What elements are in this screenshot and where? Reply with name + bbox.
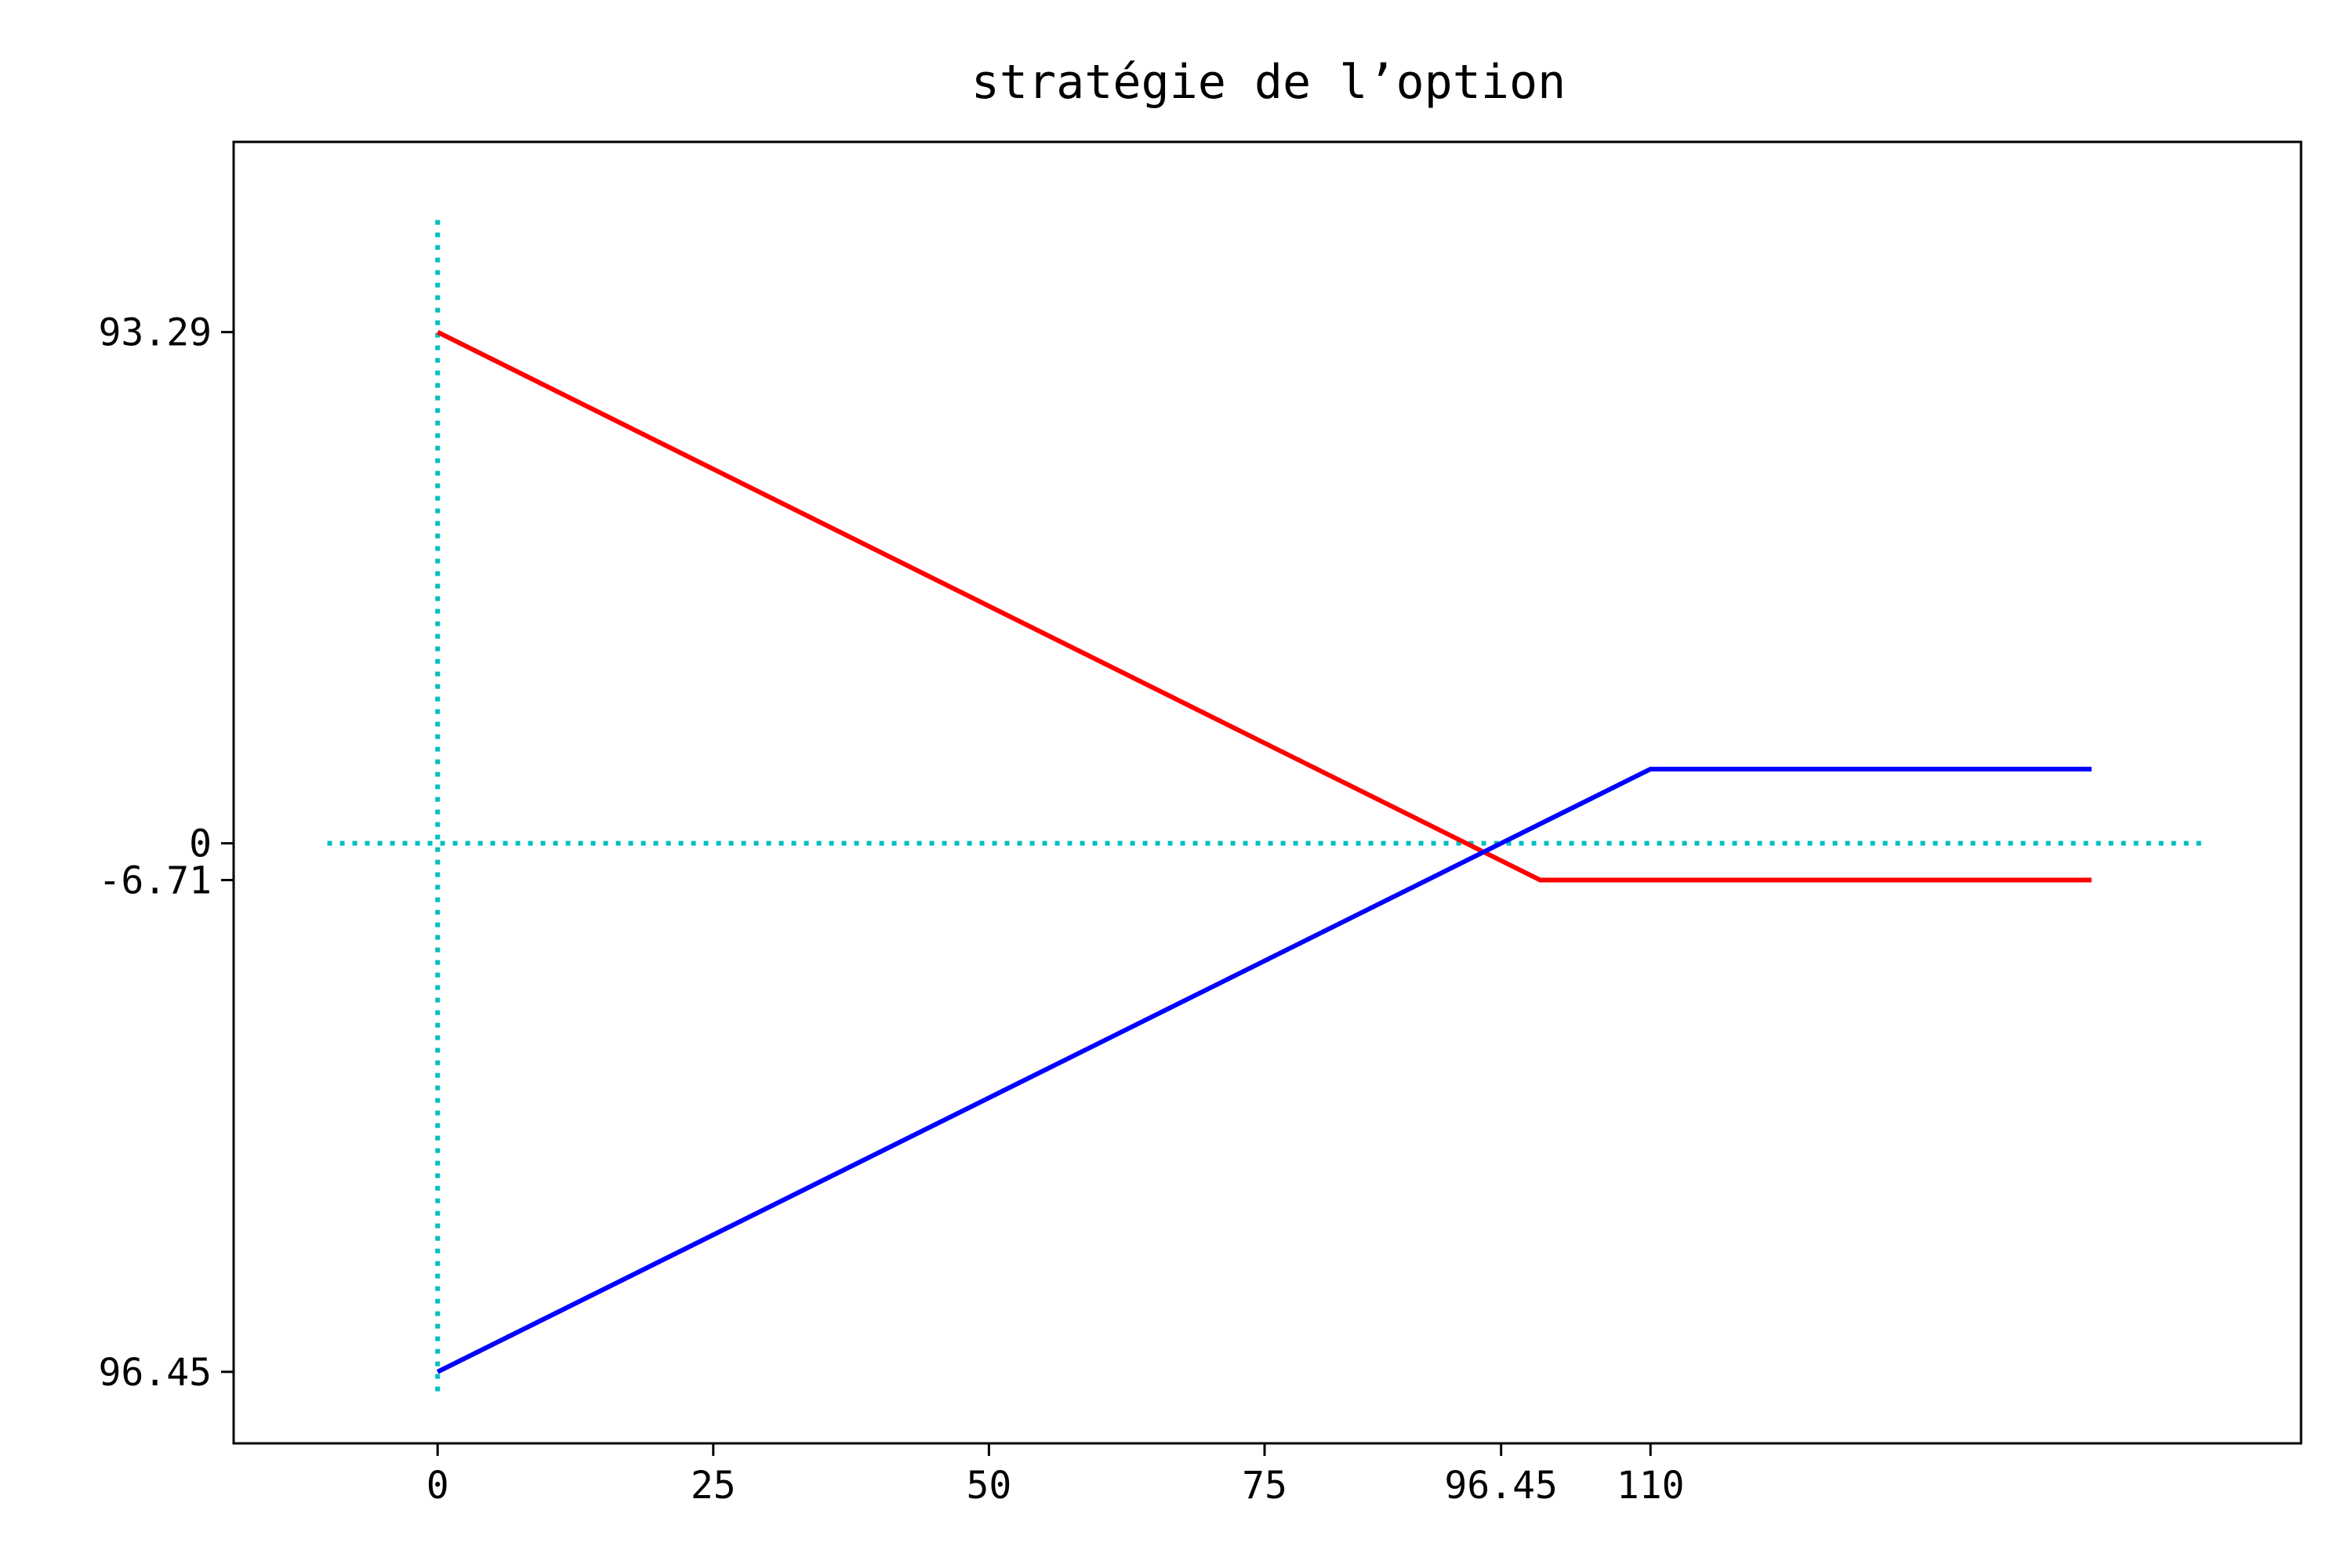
y-tick-label: 93.29 [99,311,212,355]
x-tick-label: 0 [426,1464,449,1508]
plot-frame [232,140,2303,1445]
y-tick-label: 0 [189,822,212,866]
x-tick-label: 75 [1242,1464,1287,1508]
series-line-2 [436,766,2092,1374]
plot-area [327,212,2202,1392]
y-tick-label: -6.71 [99,859,212,903]
x-tick-label: 110 [1617,1464,1685,1508]
x-tick-label: 50 [966,1464,1011,1508]
x-tick-label: 25 [691,1464,736,1508]
x-tick-label: 96.45 [1444,1464,1558,1508]
y-tick-label: 96.45 [99,1351,212,1395]
series-line-1 [436,329,2092,883]
chart-title: stratégie de l’option [971,55,1566,110]
